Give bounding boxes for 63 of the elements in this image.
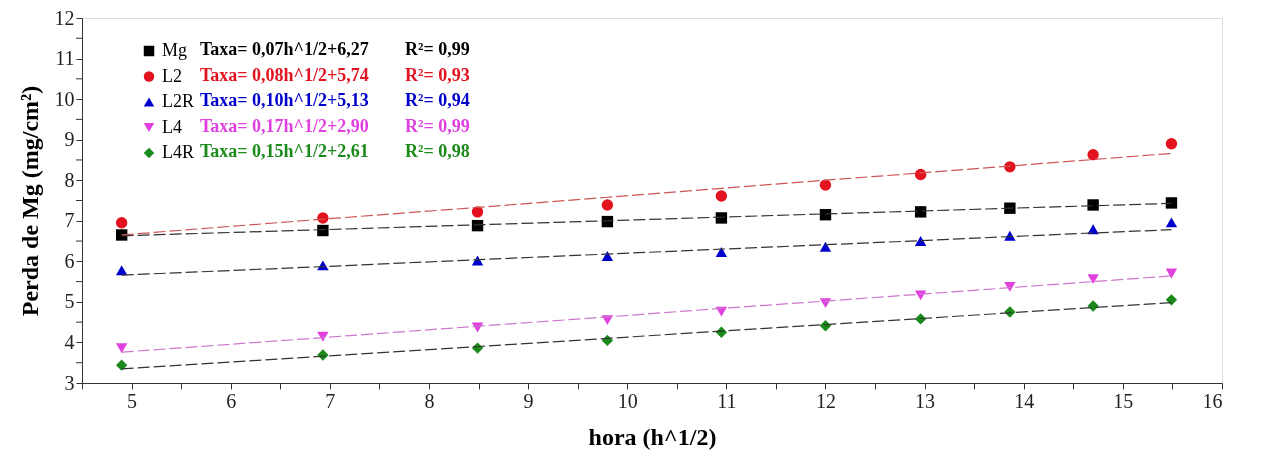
x-tick-label: 12: [815, 389, 836, 412]
y-tick-label: 10: [54, 87, 75, 110]
y-tick-label: 7: [64, 209, 75, 232]
point: [819, 320, 832, 332]
y-axis-title: Perda de Mg (mg/cm²): [16, 85, 43, 317]
point: [914, 313, 927, 325]
x-tick-label: 9: [523, 389, 534, 412]
annotation: R²= 0,94: [405, 90, 470, 110]
point: [115, 359, 128, 371]
x-tick-label: 15: [1113, 389, 1134, 412]
point: [471, 206, 484, 218]
point: [1165, 197, 1178, 209]
point: [115, 229, 128, 241]
point: [1165, 294, 1178, 306]
annotation: Taxa= 0,10h^1/2+5,13: [200, 90, 369, 110]
legend-label: L2: [162, 65, 182, 86]
point: [819, 179, 832, 191]
x-tick-label: 13: [915, 389, 936, 412]
point: [715, 247, 728, 257]
annotation: R²= 0,93: [405, 64, 470, 85]
point: [115, 343, 128, 354]
x-tick-label: 7: [325, 389, 336, 412]
y-tick-label: 9: [64, 128, 75, 151]
y-tick-label: 12: [54, 6, 75, 29]
y-tick-label: 6: [64, 249, 75, 272]
annotation: R²= 0,99: [405, 115, 470, 136]
annotation: Taxa= 0,07h^1/2+6,27: [200, 39, 369, 59]
legend-label: Mg: [162, 40, 188, 60]
x-tick-label: 14: [1014, 389, 1035, 412]
y-tick-label: 8: [64, 168, 75, 191]
point: [914, 206, 927, 218]
x-tick-label: 8: [424, 389, 435, 412]
x-axis-title: hora (h^1/2): [588, 423, 717, 450]
point: [1087, 148, 1099, 161]
annotation: Taxa= 0,17h^1/2+2,90: [200, 115, 369, 136]
x-tick-label: 11: [717, 389, 737, 412]
point: [317, 224, 329, 237]
point: [115, 217, 128, 229]
y-tick-label: 3: [64, 371, 75, 394]
x-tick-label: 10: [617, 389, 638, 412]
legend-label: L2R: [162, 91, 195, 111]
point: [819, 241, 832, 252]
point: [1165, 138, 1178, 150]
point: [914, 236, 927, 246]
point: [1087, 199, 1099, 211]
x-tick-label: 16: [1202, 389, 1223, 412]
x-tick-label: 5: [127, 389, 138, 412]
y-tick-label: 5: [64, 290, 75, 313]
point: [715, 190, 728, 202]
x-tick-label: 6: [226, 389, 237, 412]
annotation: R²= 0,98: [405, 141, 470, 161]
legend-label: L4: [162, 116, 182, 137]
point: [1004, 202, 1016, 214]
annotation: Taxa= 0,08h^1/2+5,74: [200, 64, 369, 85]
annotation: R²= 0,99: [405, 39, 470, 59]
annotation: Taxa= 0,15h^1/2+2,61: [200, 141, 369, 161]
y-tick-label: 4: [64, 330, 75, 353]
legend-label: L4R: [162, 142, 195, 162]
point: [601, 199, 614, 211]
y-tick-label: 11: [55, 47, 75, 70]
point: [1004, 281, 1016, 292]
point: [1165, 217, 1178, 228]
point: [1087, 274, 1099, 285]
